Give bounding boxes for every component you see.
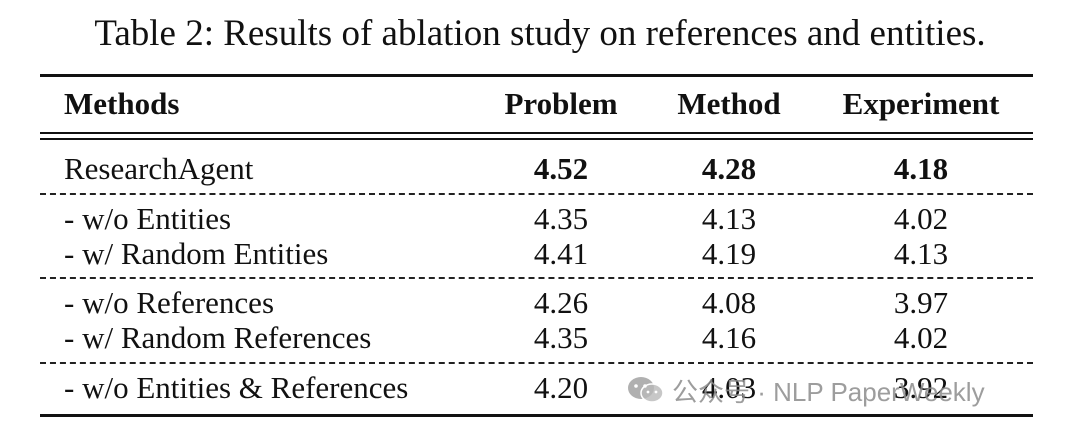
bottom-rule: [40, 414, 1033, 417]
cell-problem: 4.41: [533, 236, 589, 271]
top-rule: [40, 74, 1033, 77]
header-experiment: Experiment: [842, 86, 1000, 121]
row-label: - w/o Entities: [64, 201, 232, 236]
cell-experiment: 4.13: [893, 236, 949, 271]
cell-method: 4.16: [701, 320, 757, 355]
header-problem: Problem: [504, 86, 618, 121]
cell-problem: 4.26: [533, 285, 589, 320]
header-methods: Methods: [64, 86, 180, 121]
row-label: - w/ Random Entities: [64, 236, 329, 271]
row-label: - w/ Random References: [64, 320, 372, 355]
cell-experiment: 3.92: [893, 370, 949, 405]
cell-problem: 4.52: [533, 151, 589, 186]
group-divider-3: [40, 362, 1033, 364]
table-caption: Table 2: Results of ablation study on re…: [94, 13, 986, 54]
cell-problem: 4.35: [533, 201, 589, 236]
cell-experiment: 4.02: [893, 320, 949, 355]
row-label: ResearchAgent: [64, 151, 254, 186]
cell-problem: 4.20: [533, 370, 589, 405]
cell-experiment: 3.97: [893, 285, 949, 320]
wechat-icon: [626, 375, 666, 405]
cell-method: 4.08: [701, 285, 757, 320]
cell-experiment: 4.18: [893, 151, 949, 186]
cell-problem: 4.35: [533, 320, 589, 355]
header-rule-lower: [40, 138, 1033, 140]
cell-method: 4.13: [701, 201, 757, 236]
row-label: - w/o References: [64, 285, 275, 320]
group-divider-1: [40, 193, 1033, 195]
cell-method: 4.19: [701, 236, 757, 271]
header-rule-upper: [40, 132, 1033, 134]
cell-method: 4.03: [701, 370, 757, 405]
cell-experiment: 4.02: [893, 201, 949, 236]
row-label: - w/o Entities & References: [64, 370, 409, 405]
watermark: 公众号 · NLP PaperWeekly: [626, 372, 985, 408]
watermark-text: 公众号 · NLP PaperWeekly: [672, 376, 985, 407]
group-divider-2: [40, 277, 1033, 279]
header-method: Method: [677, 86, 781, 121]
cell-method: 4.28: [701, 151, 757, 186]
